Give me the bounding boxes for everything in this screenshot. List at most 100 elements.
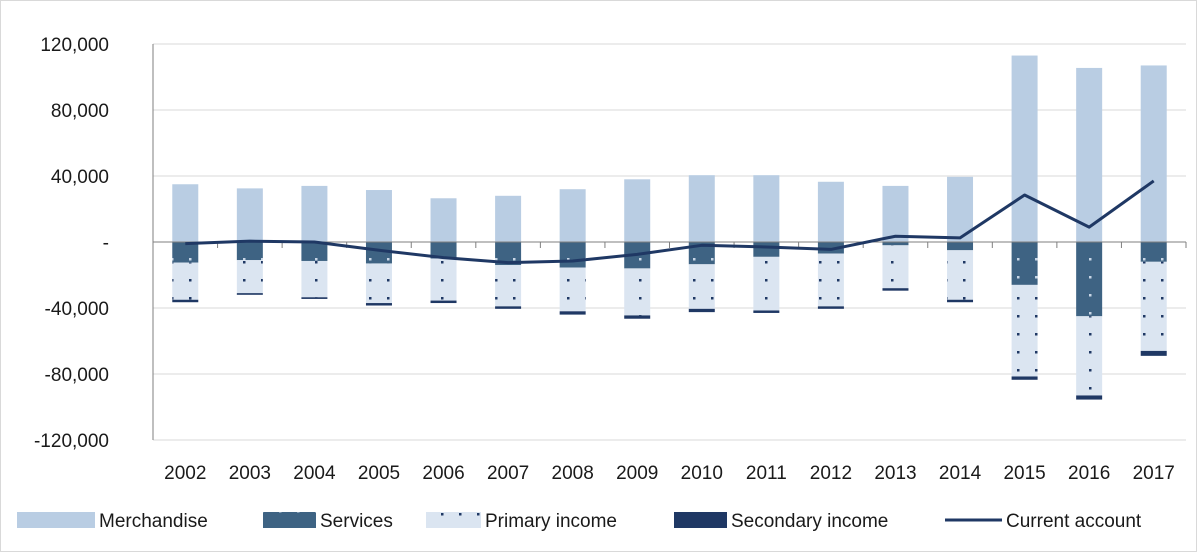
bar-secondary-income (1076, 395, 1103, 400)
bar-secondary-income (1011, 376, 1038, 380)
bar-merchandise (688, 175, 715, 242)
x-tick-label: 2013 (874, 463, 916, 484)
bar-primary-income (365, 263, 392, 304)
legend-label-secondary-income: Secondary income (731, 511, 888, 532)
x-tick-label: 2016 (1068, 463, 1110, 484)
x-tick-label: 2011 (746, 463, 787, 484)
bar-primary-income (1011, 284, 1038, 377)
bar-primary-income (559, 267, 586, 312)
legend-swatch-services (263, 512, 316, 528)
bar-secondary-income (365, 303, 392, 306)
bar-secondary-income (817, 306, 844, 309)
x-tick-label: 2005 (358, 463, 400, 484)
bar-merchandise (1076, 67, 1103, 242)
bar-services (301, 242, 328, 261)
bar-merchandise (172, 184, 199, 242)
x-tick-label: 2012 (810, 463, 852, 484)
x-tick-label: 2009 (616, 463, 658, 484)
bar-merchandise (430, 198, 457, 242)
x-tick-label: 2007 (487, 463, 529, 484)
legend-swatch-secondary-income (674, 512, 727, 528)
bar-primary-income (1076, 316, 1103, 396)
bar-merchandise (1011, 55, 1038, 242)
bar-merchandise (301, 185, 328, 242)
bar-secondary-income (559, 311, 586, 315)
bars-layer (172, 55, 1167, 400)
x-tick-label: 2008 (552, 463, 594, 484)
bar-secondary-income (947, 299, 974, 303)
legend-label-merchandise: Merchandise (99, 511, 208, 532)
x-tick-label: 2014 (939, 463, 982, 484)
bar-services (817, 242, 844, 254)
series-line-current-account (185, 179, 1155, 265)
bar-services (495, 242, 522, 266)
bar-primary-income (817, 253, 844, 307)
bar-merchandise (365, 190, 392, 242)
bar-primary-income (495, 265, 522, 307)
bar-secondary-income (882, 288, 909, 291)
bar-primary-income (882, 245, 909, 289)
bar-services (1076, 242, 1103, 317)
bar-primary-income (301, 260, 328, 298)
x-tick-label: 2010 (681, 463, 723, 484)
bar-services (947, 242, 974, 251)
x-tick-label: 2006 (422, 463, 464, 484)
line-layer (185, 179, 1155, 265)
legend: Merchandise Services Primary income Seconda… (17, 511, 1142, 532)
y-tick-label: 120,000 (40, 35, 109, 56)
bar-secondary-income (236, 293, 263, 295)
legend-label-primary-income: Primary income (485, 511, 617, 532)
bar-secondary-income (753, 310, 780, 313)
bar-services (365, 242, 392, 264)
bar-merchandise (559, 189, 586, 242)
bar-services (882, 242, 909, 246)
bar-primary-income (430, 258, 457, 301)
bar-primary-income (172, 262, 199, 300)
bar-secondary-income (624, 315, 651, 319)
legend-swatch-merchandise (17, 512, 95, 528)
y-tick-label: -40,000 (45, 299, 109, 320)
y-tick-label: -80,000 (45, 365, 109, 386)
bar-primary-income (688, 264, 715, 309)
bar-services (236, 242, 263, 261)
y-tick-label: - (103, 233, 109, 254)
bar-merchandise (236, 188, 263, 242)
x-tick-label: 2015 (1003, 463, 1045, 484)
bar-secondary-income (495, 306, 522, 309)
bar-merchandise (817, 181, 844, 242)
bar-merchandise (624, 179, 651, 242)
bar-secondary-income (1140, 350, 1167, 356)
bar-merchandise (495, 195, 522, 242)
legend-swatch-primary-income (426, 512, 481, 528)
bar-services (1011, 242, 1038, 285)
legend-label-services: Services (320, 511, 393, 532)
bar-primary-income (947, 250, 974, 300)
bar-services (753, 242, 780, 257)
bar-services (430, 242, 457, 259)
bar-primary-income (1140, 261, 1167, 351)
bar-merchandise (1140, 65, 1167, 242)
axis-layer: 120,000 80,000 40,000 - -40,000 -80,000 -120,0… (34, 35, 1187, 484)
bar-primary-income (753, 256, 780, 311)
bar-secondary-income (301, 297, 328, 299)
bar-secondary-income (430, 300, 457, 304)
x-tick-label: 2017 (1133, 463, 1175, 484)
bar-services (172, 242, 199, 263)
bar-services (559, 242, 586, 268)
y-tick-label: 40,000 (51, 167, 109, 188)
bar-merchandise (753, 175, 780, 242)
bar-secondary-income (688, 308, 715, 313)
x-tick-label: 2004 (293, 463, 336, 484)
y-tick-label: -120,000 (34, 431, 109, 452)
grid-layer (153, 43, 1186, 441)
x-tick-label: 2003 (229, 463, 271, 484)
bar-secondary-income (172, 299, 199, 303)
bar-primary-income (624, 268, 651, 316)
legend-label-current-account: Current account (1006, 511, 1142, 532)
x-tick-label: 2002 (164, 463, 206, 484)
bar-primary-income (236, 260, 263, 294)
y-tick-label: 80,000 (51, 101, 109, 122)
bar-merchandise (882, 185, 909, 242)
